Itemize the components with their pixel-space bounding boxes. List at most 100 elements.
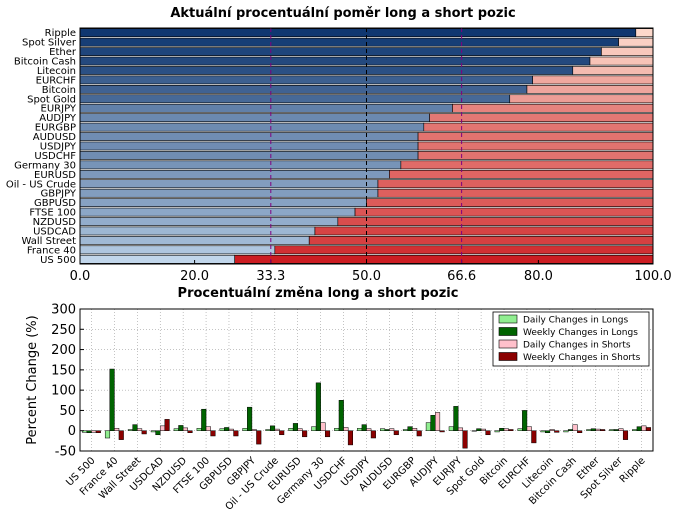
top-chart-reference-lines: [270, 28, 463, 264]
change-bar: [380, 428, 386, 431]
category-label: Litecoin: [37, 66, 76, 77]
change-bar: [357, 428, 363, 431]
change-bar: [448, 426, 454, 431]
short-bar: [618, 37, 654, 47]
long-bar: [79, 47, 602, 56]
bottom-chart-frame: [79, 308, 654, 452]
x-tick-label: 50.0: [352, 269, 381, 284]
change-bar: [609, 429, 615, 431]
long-bar: [79, 226, 316, 236]
change-bar: [480, 428, 486, 431]
x-category-label: Ripple: [618, 455, 648, 485]
x-tick-label: 100.0: [634, 269, 671, 284]
short-bar: [366, 198, 654, 207]
long-bar: [79, 56, 591, 66]
long-bar: [79, 151, 419, 160]
change-bar: [545, 430, 551, 433]
category-label: GBPJPY: [40, 189, 76, 200]
category-label: EURGBP: [35, 123, 76, 134]
change-bar: [173, 428, 179, 431]
category-label: Ether: [49, 47, 77, 58]
change-bar: [201, 408, 207, 431]
change-bar: [334, 428, 340, 431]
long-bar: [79, 160, 402, 170]
category-label: AUDUSD: [33, 132, 77, 143]
change-bar: [577, 430, 583, 433]
category-label: USDJPY: [40, 142, 77, 153]
long-bar: [79, 66, 574, 75]
change-bar: [425, 422, 431, 431]
category-label: USDCHF: [34, 151, 76, 162]
change-bar: [251, 429, 257, 431]
change-bar: [526, 426, 532, 431]
short-bar: [274, 245, 654, 255]
change-bar: [554, 430, 560, 433]
change-bar: [462, 430, 468, 449]
category-label: Germany 30: [14, 160, 76, 171]
change-bar: [311, 426, 317, 431]
change-bar: [453, 406, 459, 431]
y-tick-label: 150: [51, 363, 76, 378]
change-bar: [531, 430, 537, 444]
short-bar: [389, 169, 654, 179]
change-bar: [297, 428, 303, 431]
x-tick-label: 80.0: [524, 269, 553, 284]
change-bar: [618, 428, 624, 431]
legend-label: Weekly Changes in Shorts: [523, 353, 641, 363]
top-chart-frame: [79, 27, 654, 265]
category-label: AUDJPY: [39, 113, 77, 124]
bottom-chart-y-ticks: -50 0 50 100 150 200 250 300: [51, 303, 84, 460]
change-bar: [247, 406, 253, 431]
legend-swatch: [498, 314, 518, 324]
long-bar: [79, 141, 419, 151]
change-bar: [439, 430, 445, 433]
change-bar: [118, 430, 124, 440]
change-bar: [366, 428, 372, 431]
change-bar: [457, 427, 464, 431]
category-label: US 500: [40, 255, 76, 266]
x-tick-label: 66.6: [447, 269, 476, 284]
change-bar: [613, 429, 619, 431]
change-bar: [279, 430, 285, 436]
long-bar: [79, 188, 379, 198]
change-bar: [645, 427, 651, 431]
x-tick-label: 0.0: [70, 269, 91, 284]
long-bar: [79, 103, 453, 113]
category-label: Spot Gold: [27, 94, 76, 105]
long-bar: [79, 254, 236, 264]
change-bar: [338, 400, 344, 431]
change-bar: [315, 382, 321, 431]
long-bar: [79, 179, 379, 189]
category-label: Ripple: [45, 28, 76, 39]
category-label: Bitcoin Cash: [14, 57, 76, 68]
y-tick-label: 50: [59, 404, 76, 419]
change-bar: [86, 430, 92, 433]
y-tick-label: 200: [51, 343, 76, 358]
change-bar: [224, 427, 230, 431]
change-bar: [347, 430, 353, 446]
change-bar: [265, 429, 271, 431]
change-bar: [256, 430, 262, 445]
change-bar: [416, 430, 422, 437]
change-bar: [549, 429, 555, 431]
change-bar: [522, 410, 528, 431]
short-bar: [417, 132, 654, 141]
change-bar: [494, 430, 500, 433]
change-bar: [196, 428, 202, 431]
category-label: NZDUSD: [33, 217, 77, 228]
change-bar: [471, 430, 477, 432]
category-label: Spot Silver: [22, 38, 77, 49]
change-bar: [114, 428, 120, 431]
change-bar: [567, 429, 574, 431]
change-bar: [632, 429, 638, 431]
change-bar: [563, 430, 569, 433]
legend-label: Daily Changes in Shorts: [523, 341, 631, 351]
change-bar: [233, 430, 239, 437]
long-bar: [79, 28, 637, 38]
change-bar: [159, 425, 166, 431]
change-bar: [435, 412, 441, 431]
change-bar: [127, 429, 133, 431]
change-bar: [600, 429, 606, 431]
